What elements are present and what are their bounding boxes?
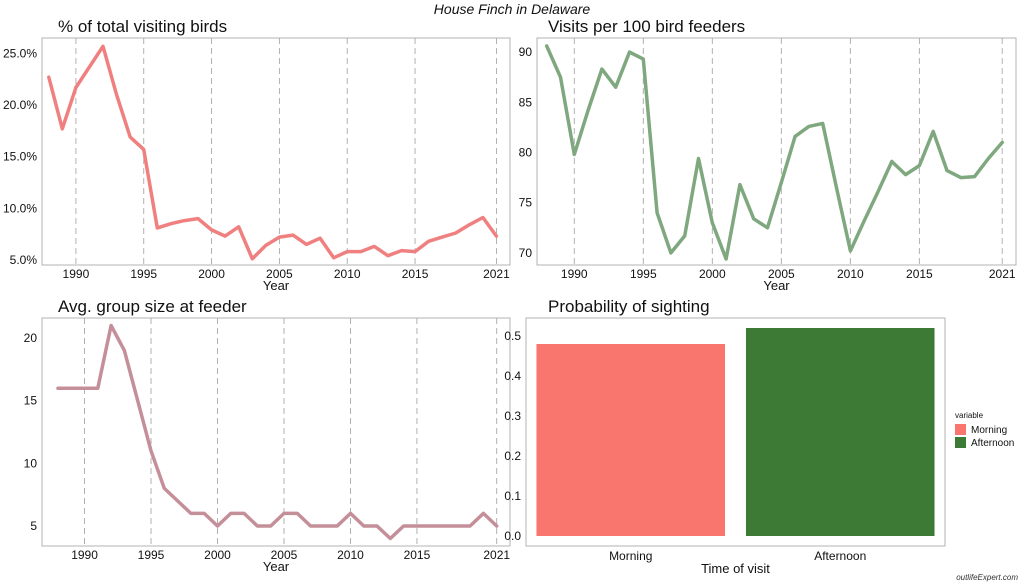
y-tick-label-probability-5: 0.5 [504, 329, 521, 343]
x-axis-title-visits: Year [763, 278, 790, 293]
x-tick-label-visits-1990: 1990 [561, 267, 588, 281]
y-tick-label-percent-1: 10.0% [3, 201, 37, 215]
x-tick-label-visits-2010: 2010 [837, 267, 864, 281]
y-tick-label-visits-1: 75 [519, 196, 533, 210]
x-tick-label-percent-2000: 2000 [198, 267, 225, 281]
x-tick-label-percent-2005: 2005 [266, 267, 293, 281]
series-line-group-size [56, 323, 499, 541]
y-tick-label-probability-1: 0.1 [504, 489, 521, 503]
y-tick-label-group-size-2: 15 [24, 394, 38, 408]
y-tick-label-visits-4: 90 [519, 45, 533, 59]
bar-afternoon [745, 328, 935, 536]
panel-title-visits: Visits per 100 bird feeders [548, 17, 746, 36]
panel-title-group-size: Avg. group size at feeder [58, 297, 247, 316]
x-tick-label-percent-2010: 2010 [334, 267, 361, 281]
x-axis-title-percent: Year [263, 278, 290, 293]
x-tick-label-visits-2021: 2021 [989, 267, 1016, 281]
x-tick-label-visits-2000: 2000 [699, 267, 726, 281]
legend-swatch-morning [955, 424, 966, 435]
y-tick-label-probability-3: 0.3 [504, 409, 521, 423]
y-tick-label-probability-0: 0.0 [504, 529, 521, 543]
figure-title: House Finch in Delaware [433, 1, 591, 17]
plot-area-percent [41, 37, 511, 266]
y-tick-label-group-size-0: 5 [30, 519, 37, 533]
legend-title: variable [955, 411, 984, 420]
x-tick-label-visits-1995: 1995 [630, 267, 657, 281]
y-tick-label-probability-4: 0.4 [504, 369, 521, 383]
y-tick-label-percent-3: 20.0% [3, 98, 37, 112]
x-tick-label-visits-2015: 2015 [906, 267, 933, 281]
y-tick-label-percent-4: 25.0% [3, 46, 37, 60]
y-tick-label-visits-2: 80 [519, 146, 533, 160]
y-tick-label-group-size-3: 20 [24, 331, 38, 345]
y-tick-label-percent-2: 15.0% [3, 150, 37, 164]
panel-title-percent: % of total visiting birds [58, 17, 228, 36]
x-tick-label-visits-2005: 2005 [768, 267, 795, 281]
x-tick-label-group-size-2005: 2005 [271, 548, 298, 562]
x-tick-label-percent-2015: 2015 [402, 267, 429, 281]
x-tick-label-group-size-2010: 2010 [337, 548, 364, 562]
y-tick-label-visits-0: 70 [519, 246, 533, 260]
x-tick-label-percent-2021: 2021 [483, 267, 510, 281]
panel-title-probability: Probability of sighting [548, 297, 710, 316]
series-line-visits [544, 44, 1004, 261]
plot-area-visits [536, 37, 1017, 266]
x-axis-title-group-size: Year [263, 559, 290, 574]
plot-area-group-size [41, 317, 511, 547]
y-tick-label-group-size-1: 10 [24, 456, 38, 470]
source-credit: outlifeExpert.com [956, 573, 1018, 582]
x-tick-label-group-size-2000: 2000 [204, 548, 231, 562]
x-tick-label-percent-1995: 1995 [130, 267, 157, 281]
legend-label-afternoon: Afternoon [971, 438, 1014, 449]
y-tick-label-percent-0: 5.0% [10, 253, 38, 267]
y-tick-label-probability-2: 0.2 [504, 449, 521, 463]
x-tick-label-afternoon: Afternoon [814, 549, 866, 563]
legend-swatch-afternoon [955, 437, 966, 448]
x-tick-label-morning: Morning [609, 549, 652, 563]
x-axis-title-probability: Time of visit [701, 561, 770, 576]
bar-morning [536, 344, 726, 536]
x-tick-label-group-size-2021: 2021 [483, 548, 510, 562]
x-tick-label-group-size-1990: 1990 [71, 548, 98, 562]
series-line-percent [47, 44, 499, 261]
legend-label-morning: Morning [971, 425, 1007, 436]
y-tick-label-visits-3: 85 [519, 95, 533, 109]
x-tick-label-group-size-1995: 1995 [138, 548, 165, 562]
x-tick-label-percent-1990: 1990 [63, 267, 90, 281]
x-tick-label-group-size-2015: 2015 [404, 548, 431, 562]
